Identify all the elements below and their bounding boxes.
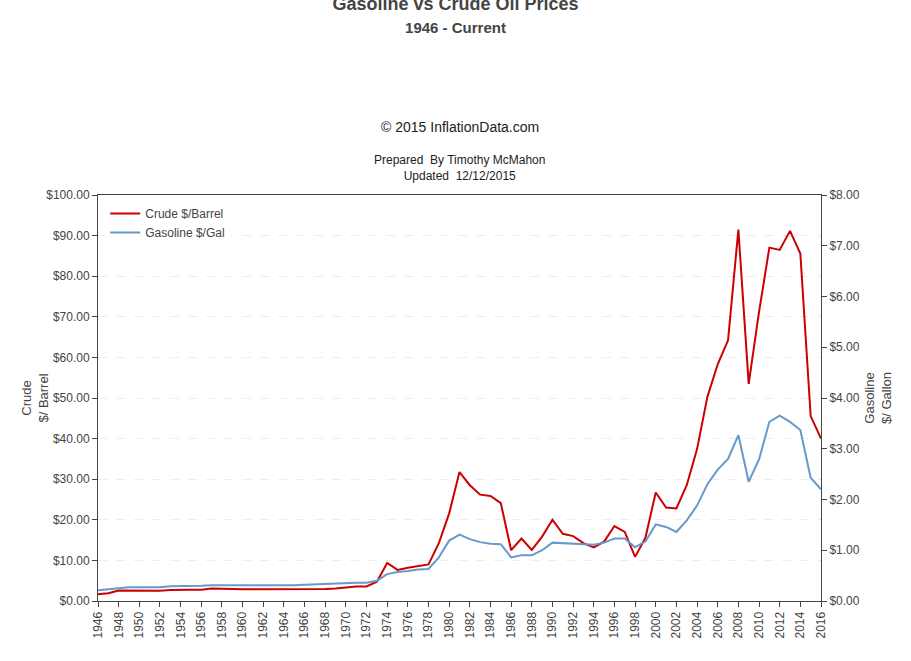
svg-text:1996: 1996 [607,611,621,638]
svg-text:$80.00: $80.00 [53,269,90,283]
svg-text:$3.00: $3.00 [829,442,859,456]
svg-text:1964: 1964 [277,611,291,638]
svg-text:Crude $/Barrel: Crude $/Barrel [145,207,223,221]
svg-text:$70.00: $70.00 [53,310,90,324]
svg-text:1984: 1984 [483,611,497,638]
svg-text:$1.00: $1.00 [829,543,859,557]
svg-text:$40.00: $40.00 [53,432,90,446]
svg-text:1950: 1950 [132,611,146,638]
svg-text:1948: 1948 [112,611,126,638]
svg-text:1976: 1976 [401,611,415,638]
svg-text:$100.00: $100.00 [46,188,90,202]
svg-text:$2.00: $2.00 [829,493,859,507]
svg-text:$30.00: $30.00 [53,472,90,486]
svg-text:2016: 2016 [814,611,828,638]
svg-text:1970: 1970 [339,611,353,638]
svg-text:$5.00: $5.00 [829,340,859,354]
svg-text:1946: 1946 [91,611,105,638]
svg-text:2012: 2012 [773,611,787,638]
svg-text:2006: 2006 [711,611,725,638]
svg-text:1966: 1966 [297,611,311,638]
svg-text:Gasoline $/Gal: Gasoline $/Gal [145,226,224,240]
svg-text:1972: 1972 [359,611,373,638]
svg-text:2002: 2002 [669,611,683,638]
svg-text:$6.00: $6.00 [829,290,859,304]
svg-text:1990: 1990 [545,611,559,638]
svg-text:2000: 2000 [649,611,663,638]
svg-text:2004: 2004 [690,611,704,638]
svg-text:1992: 1992 [566,611,580,638]
svg-text:1962: 1962 [256,611,270,638]
svg-text:1978: 1978 [421,611,435,638]
svg-text:2010: 2010 [752,611,766,638]
svg-text:Gasoline vs Crude Oil Prices19: Gasoline vs Crude Oil Prices1946 - Curre… [332,0,578,36]
svg-text:$90.00: $90.00 [53,229,90,243]
svg-text:$4.00: $4.00 [829,391,859,405]
svg-text:Gasoline$/ Gallon: Gasoline$/ Gallon [862,372,894,424]
svg-text:$10.00: $10.00 [53,554,90,568]
svg-text:1956: 1956 [194,611,208,638]
svg-text:Crude$/ Barrel: Crude$/ Barrel [19,373,51,422]
svg-text:Prepared By Timothy McMahonUp: Prepared By Timothy McMahonUpdated 12/12… [374,153,545,183]
svg-text:$20.00: $20.00 [53,513,90,527]
svg-text:1958: 1958 [215,611,229,638]
svg-text:1986: 1986 [504,611,518,638]
svg-text:2008: 2008 [731,611,745,638]
svg-text:© 2015 InflationData.com: © 2015 InflationData.com [381,119,539,135]
svg-text:$60.00: $60.00 [53,351,90,365]
svg-text:1974: 1974 [380,611,394,638]
svg-text:$0.00: $0.00 [829,594,859,608]
svg-text:$8.00: $8.00 [829,188,859,202]
svg-text:1960: 1960 [236,611,250,638]
svg-text:$50.00: $50.00 [53,391,90,405]
svg-text:1952: 1952 [153,611,167,638]
svg-text:1994: 1994 [587,611,601,638]
svg-text:2014: 2014 [793,611,807,638]
svg-text:1954: 1954 [174,611,188,638]
svg-text:1980: 1980 [442,611,456,638]
svg-text:$0.00: $0.00 [60,594,90,608]
svg-text:1982: 1982 [463,611,477,638]
svg-text:1988: 1988 [525,611,539,638]
svg-text:1968: 1968 [318,611,332,638]
svg-text:$7.00: $7.00 [829,239,859,253]
svg-text:1998: 1998 [628,611,642,638]
